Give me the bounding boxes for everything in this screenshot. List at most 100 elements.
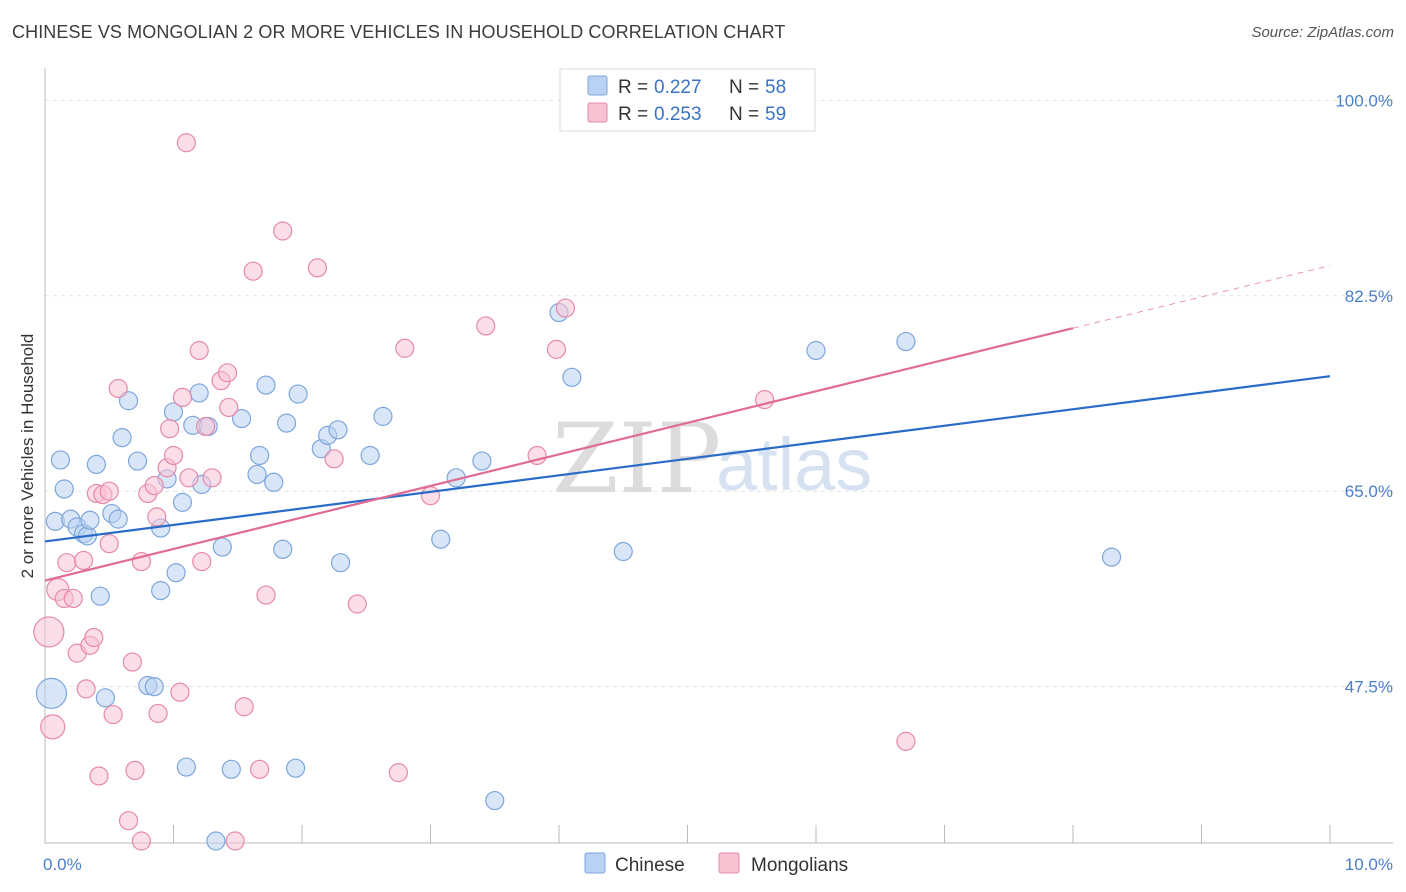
- point-mongolian-48: [324, 449, 344, 469]
- legend-swatch-mongolian: [587, 102, 608, 123]
- point-chinese-3: [54, 479, 74, 499]
- point-mongolian-56: [555, 298, 576, 318]
- legend-swatch-chinese: [587, 75, 608, 96]
- legend: R = 0.227 N = 58 R = 0.253 N = 59: [559, 68, 816, 132]
- point-chinese-55: [806, 340, 826, 361]
- point-mongolian-47: [307, 258, 328, 278]
- point-chinese-40: [285, 758, 306, 778]
- watermark: ZIP atlas: [552, 403, 872, 515]
- legend-r-value-chinese: 0.227: [654, 77, 702, 98]
- point-mongolian-58: [896, 731, 916, 751]
- y-tick-label-3: 47.5%: [1345, 678, 1393, 697]
- legend-n-value-chinese: 58: [765, 77, 786, 98]
- point-chinese-56: [896, 331, 916, 352]
- trend-line-mongolian: [44, 327, 1074, 582]
- point-chinese-30: [206, 831, 226, 851]
- point-chinese-38: [273, 539, 293, 559]
- x-tick-label-0: 0.0%: [43, 855, 82, 874]
- axes: [44, 68, 1393, 844]
- point-chinese-50: [472, 451, 492, 471]
- point-chinese-16: [127, 451, 148, 471]
- point-mongolian-36: [196, 416, 216, 437]
- point-mongolian-46: [273, 221, 293, 241]
- source-label: Source: ZipAtlas.com: [1251, 24, 1394, 41]
- point-mongolian-34: [189, 340, 209, 361]
- point-mongolian-35: [192, 551, 212, 572]
- y-tick-label-0: 100.0%: [1335, 91, 1393, 110]
- point-chinese-39: [276, 413, 297, 433]
- point-mongolian-1: [40, 714, 66, 740]
- point-chinese-18: [144, 677, 164, 697]
- point-mongolian-4: [57, 553, 77, 573]
- point-chinese-24: [172, 492, 193, 512]
- point-mongolian-7: [73, 550, 94, 571]
- series-mongolian-points: [33, 133, 916, 851]
- point-mongolian-51: [395, 338, 415, 358]
- point-mongolian-8: [76, 679, 96, 699]
- y-tick-labels: 100.0% 82.5% 65.0% 47.5%: [1335, 91, 1393, 696]
- legend-n-label-mongolian: N =: [729, 104, 759, 125]
- point-chinese-33: [232, 409, 252, 429]
- point-mongolian-39: [217, 363, 238, 383]
- point-chinese-54: [613, 541, 633, 562]
- point-chinese-10: [90, 586, 110, 606]
- point-mongolian-25: [147, 507, 167, 527]
- point-chinese-47: [373, 406, 393, 426]
- point-chinese-19: [151, 581, 171, 601]
- y-tick-label-2: 65.0%: [1345, 482, 1393, 501]
- point-mongolian-45: [256, 585, 276, 605]
- x-tick-labels: 0.0% 10.0%: [43, 855, 1393, 874]
- point-chinese-25: [176, 757, 196, 777]
- point-chinese-35: [249, 445, 270, 466]
- bottom-legend-swatch-chinese: [584, 852, 606, 874]
- point-mongolian-14: [99, 481, 119, 501]
- series-chinese-points: [35, 302, 1122, 851]
- point-chinese-0: [35, 677, 68, 709]
- point-mongolian-19: [122, 652, 142, 672]
- point-chinese-31: [212, 537, 232, 557]
- x-tick-label-1: 10.0%: [1345, 855, 1393, 874]
- point-chinese-2: [50, 450, 71, 470]
- point-chinese-44: [328, 420, 348, 440]
- point-mongolian-32: [176, 133, 196, 153]
- point-mongolian-15: [99, 534, 119, 554]
- trend-line-mongolian-extension: [1072, 265, 1331, 329]
- point-mongolian-20: [125, 760, 145, 781]
- point-chinese-27: [189, 383, 209, 403]
- point-mongolian-21: [131, 831, 151, 851]
- point-chinese-41: [288, 384, 308, 404]
- point-mongolian-16: [103, 704, 123, 725]
- legend-n-label-chinese: N =: [729, 77, 759, 98]
- point-chinese-11: [95, 688, 115, 708]
- point-mongolian-40: [219, 397, 239, 418]
- point-mongolian-43: [243, 261, 263, 281]
- y-tick-label-1: 82.5%: [1345, 287, 1393, 306]
- point-chinese-8: [80, 510, 100, 530]
- legend-r-value-mongolian: 0.253: [654, 104, 702, 125]
- point-mongolian-24: [144, 476, 164, 496]
- point-chinese-57: [1101, 547, 1122, 567]
- point-mongolian-10: [84, 627, 104, 648]
- point-chinese-45: [330, 553, 351, 573]
- watermark-atlas: atlas: [716, 423, 872, 506]
- point-chinese-9: [86, 454, 107, 475]
- point-mongolian-50: [388, 763, 408, 783]
- point-mongolian-41: [225, 831, 245, 851]
- point-chinese-36: [256, 375, 276, 395]
- point-chinese-46: [360, 445, 380, 466]
- bottom-legend: Chinese Mongolians: [584, 852, 848, 876]
- legend-n-value-mongolian: 59: [765, 104, 786, 125]
- point-chinese-14: [112, 428, 132, 448]
- trend-lines: [44, 265, 1331, 582]
- point-chinese-37: [264, 472, 284, 492]
- point-chinese-51: [485, 790, 505, 811]
- point-chinese-48: [431, 529, 451, 549]
- point-mongolian-28: [160, 419, 180, 439]
- point-chinese-32: [221, 759, 241, 779]
- point-mongolian-53: [476, 316, 496, 336]
- bottom-legend-label-chinese: Chinese: [615, 855, 685, 876]
- point-mongolian-12: [89, 766, 109, 786]
- point-chinese-23: [166, 563, 186, 583]
- y-axis-label: 2 or more Vehicles in Household: [18, 334, 37, 579]
